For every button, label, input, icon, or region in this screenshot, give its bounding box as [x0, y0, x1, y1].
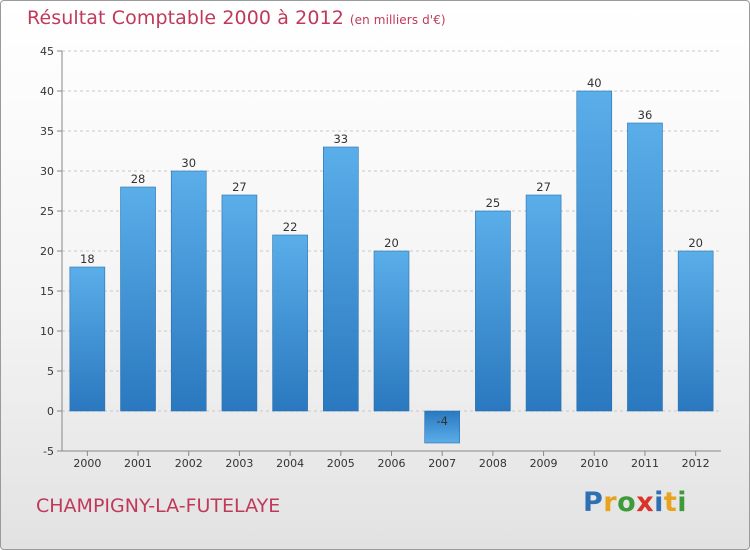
y-tick-label: -5: [43, 445, 54, 458]
x-tick-label: 2007: [428, 457, 456, 470]
x-tick-label: 2011: [631, 457, 659, 470]
bar-2007: [424, 410, 460, 444]
y-tick-label: 35: [40, 125, 54, 138]
value-label: 30: [181, 156, 196, 170]
value-label: 25: [486, 196, 501, 210]
bar-2006: [373, 250, 410, 412]
logo-letter: x: [636, 487, 655, 518]
logo-letter: P: [583, 487, 604, 518]
bar-2002: [170, 170, 207, 412]
x-tick-label: 2003: [225, 457, 253, 470]
y-tick-label: 45: [40, 45, 54, 58]
commune-name: CHAMPIGNY-LA-FUTELAYE: [36, 495, 281, 517]
x-tick-label: 2008: [479, 457, 507, 470]
y-tick-label: 15: [40, 285, 54, 298]
value-label: 22: [283, 220, 298, 234]
value-label: -4: [436, 414, 447, 428]
value-label: 36: [638, 108, 653, 122]
value-label: 20: [384, 236, 399, 250]
x-tick-label: 2002: [175, 457, 203, 470]
x-tick-label: 2000: [73, 457, 101, 470]
y-tick-label: 30: [40, 165, 54, 178]
y-tick-label: 5: [47, 365, 54, 378]
value-label: 27: [536, 180, 551, 194]
bar-2004: [272, 234, 308, 412]
bar-2010: [576, 90, 613, 412]
bar-2001: [120, 186, 156, 412]
y-tick-label: 40: [40, 85, 54, 98]
logo-letter: r: [603, 487, 618, 518]
logo-letter: t: [663, 487, 678, 518]
chart-subtitle: (en milliers d'€): [349, 13, 446, 27]
value-labels: 18 28 30 27 22 33 20 -4 25 27 40 36 20: [80, 76, 703, 428]
x-tick-label: 2009: [530, 457, 558, 470]
y-tick-label: 10: [40, 325, 54, 338]
x-tick-label: 2005: [327, 457, 355, 470]
value-label: 20: [688, 236, 703, 250]
x-tick-label: 2012: [682, 457, 710, 470]
logo-letter: o: [617, 487, 637, 518]
bar-2003: [221, 194, 258, 412]
chart-title: Résultat Comptable 2000 à 2012 (en millie…: [27, 7, 446, 29]
y-tick-label: 0: [47, 405, 54, 418]
y-tick-label: 20: [40, 245, 54, 258]
logo-letter: i: [654, 487, 664, 518]
bar-2005: [323, 146, 359, 412]
bar-2011: [627, 122, 663, 412]
x-tick-label: 2010: [580, 457, 608, 470]
value-label: 40: [587, 76, 602, 90]
logo-letter: i: [677, 487, 688, 518]
x-tick-label: 2001: [124, 457, 152, 470]
bar-2012: [677, 250, 714, 412]
chart-title-text: Résultat Comptable 2000 à 2012: [27, 7, 344, 29]
value-label: 28: [131, 172, 146, 186]
value-label: 33: [333, 132, 348, 146]
value-label: 27: [232, 180, 247, 194]
y-tick-label: 25: [40, 205, 54, 218]
bar-2008: [475, 210, 511, 412]
x-tick-label: 2006: [378, 457, 406, 470]
bars: [69, 90, 714, 444]
bar-2009: [525, 194, 562, 412]
axes: -5 0 5 10 15 20 25 30 35 40 45 2000 2001 2002 2003 2004…: [40, 45, 721, 470]
bar-2000: [69, 266, 106, 412]
value-label: 18: [80, 252, 95, 266]
proxiti-logo: Proxiti: [583, 487, 687, 518]
x-tick-label: 2004: [276, 457, 304, 470]
